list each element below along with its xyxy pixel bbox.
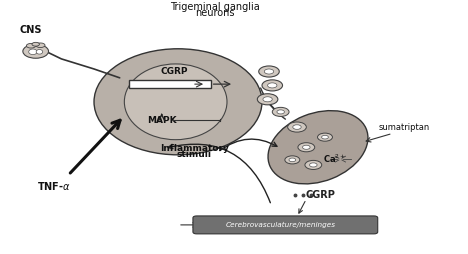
Ellipse shape	[26, 43, 36, 48]
Text: Cerebrovasculature/meninges: Cerebrovasculature/meninges	[226, 222, 336, 228]
Circle shape	[317, 133, 332, 141]
Text: Trigeminal ganglia: Trigeminal ganglia	[170, 2, 260, 12]
FancyBboxPatch shape	[129, 80, 211, 88]
Circle shape	[285, 156, 300, 164]
Ellipse shape	[124, 64, 227, 140]
Ellipse shape	[268, 111, 368, 184]
Circle shape	[262, 80, 283, 91]
Ellipse shape	[23, 44, 49, 58]
Text: Ca$^{2+}$: Ca$^{2+}$	[323, 152, 346, 165]
Circle shape	[289, 158, 296, 162]
Circle shape	[305, 160, 322, 169]
Circle shape	[322, 135, 329, 139]
FancyBboxPatch shape	[193, 216, 378, 234]
Circle shape	[268, 83, 277, 88]
Text: CNS: CNS	[20, 25, 42, 35]
Text: TNF-$\alpha$: TNF-$\alpha$	[37, 180, 71, 192]
Text: stimuli: stimuli	[177, 150, 212, 159]
Text: Inflammatory: Inflammatory	[160, 144, 229, 153]
Circle shape	[298, 143, 314, 152]
Ellipse shape	[94, 49, 262, 155]
Ellipse shape	[36, 43, 45, 47]
Text: CGRP: CGRP	[306, 190, 335, 200]
Text: MAPK: MAPK	[147, 116, 176, 125]
Circle shape	[288, 122, 307, 132]
Circle shape	[257, 94, 278, 105]
Ellipse shape	[36, 50, 43, 54]
Ellipse shape	[29, 49, 37, 55]
Text: CGRP: CGRP	[161, 67, 188, 76]
Circle shape	[263, 97, 272, 102]
Circle shape	[259, 66, 279, 77]
Circle shape	[293, 125, 301, 129]
Circle shape	[264, 69, 274, 74]
Text: sumatriptan: sumatriptan	[379, 123, 430, 132]
Circle shape	[277, 110, 285, 114]
Circle shape	[309, 163, 317, 167]
Circle shape	[302, 145, 310, 149]
Text: neurons: neurons	[196, 8, 235, 19]
Circle shape	[272, 107, 289, 116]
Ellipse shape	[32, 42, 39, 46]
